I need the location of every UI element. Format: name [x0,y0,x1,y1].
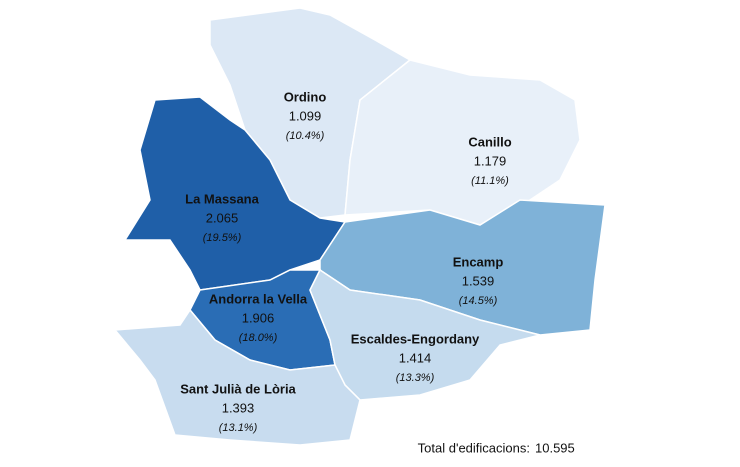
region-share: (10.4%) [286,130,325,142]
region-share: (11.1%) [471,175,509,187]
region-share: (13.3%) [396,372,435,384]
region-share: (19.5%) [203,232,242,244]
region-share: (13.1%) [219,422,258,434]
region [309,268,541,401]
region-share: (14.5%) [459,295,498,307]
region-name: Sant Julià de Lòria [180,381,296,396]
region-value: 1.393 [222,400,255,415]
region-value: 1.179 [474,153,507,168]
region-name: Encamp [453,254,504,269]
region-value: 2.065 [206,210,239,225]
total-value: 10.595 [535,440,575,455]
region-value: 1.539 [462,273,495,288]
region-value: 1.099 [289,108,322,123]
region [123,96,347,291]
region-value: 1.414 [399,350,432,365]
total-text: Total d'edificacions: [418,440,530,455]
region-name: Escaldes-Engordany [351,331,480,346]
region-value: 1.906 [242,310,275,325]
region-name: Ordino [284,89,327,104]
region [113,308,361,446]
region-name: Andorra la Vella [209,291,308,306]
region-name: La Massana [185,191,259,206]
region-share: (18.0%) [239,332,278,344]
region-name: Canillo [468,134,511,149]
region [344,59,581,226]
